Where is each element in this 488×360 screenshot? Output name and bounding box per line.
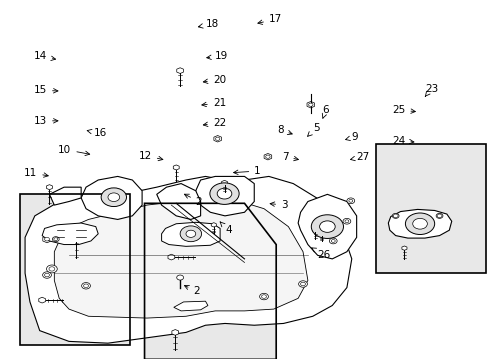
Circle shape <box>259 293 268 300</box>
Circle shape <box>185 230 195 237</box>
Text: 18: 18 <box>198 19 218 29</box>
Polygon shape <box>173 301 207 311</box>
Circle shape <box>329 238 336 244</box>
Bar <box>20 194 130 345</box>
Text: 27: 27 <box>350 152 369 162</box>
Circle shape <box>392 214 397 218</box>
Polygon shape <box>42 223 98 244</box>
Polygon shape <box>54 200 307 318</box>
Text: 3: 3 <box>269 200 287 210</box>
Circle shape <box>108 193 120 202</box>
Circle shape <box>44 237 49 241</box>
Circle shape <box>176 275 183 280</box>
Polygon shape <box>73 237 79 242</box>
Circle shape <box>180 226 201 242</box>
Circle shape <box>52 237 59 242</box>
Text: 11: 11 <box>24 168 48 178</box>
Circle shape <box>44 273 49 277</box>
Text: 15: 15 <box>34 85 58 95</box>
Text: 2: 2 <box>184 194 202 207</box>
Polygon shape <box>318 231 324 236</box>
Text: 25: 25 <box>391 105 414 115</box>
Circle shape <box>300 282 305 286</box>
Polygon shape <box>49 187 81 205</box>
Text: 22: 22 <box>203 118 225 128</box>
Text: 19: 19 <box>206 51 228 61</box>
Circle shape <box>405 213 434 234</box>
Text: 20: 20 <box>203 75 225 85</box>
Text: 6: 6 <box>322 105 328 118</box>
Circle shape <box>83 284 88 288</box>
Text: 13: 13 <box>34 116 58 126</box>
Circle shape <box>344 220 348 223</box>
Polygon shape <box>43 235 51 243</box>
Polygon shape <box>213 135 221 142</box>
Text: 5: 5 <box>307 123 319 136</box>
Text: 24: 24 <box>391 136 413 145</box>
Bar <box>375 144 485 273</box>
Polygon shape <box>306 102 314 108</box>
Circle shape <box>348 199 352 202</box>
Circle shape <box>412 219 427 229</box>
Circle shape <box>436 214 441 218</box>
Text: 1: 1 <box>233 166 260 176</box>
Text: 2: 2 <box>184 285 200 296</box>
Circle shape <box>346 198 354 204</box>
Polygon shape <box>161 222 220 246</box>
Text: 9: 9 <box>345 132 358 142</box>
Text: 16: 16 <box>87 129 106 138</box>
Polygon shape <box>171 329 178 335</box>
Polygon shape <box>387 210 451 238</box>
Circle shape <box>330 239 334 242</box>
Circle shape <box>49 267 55 271</box>
Polygon shape <box>168 254 174 260</box>
Circle shape <box>391 213 398 219</box>
Polygon shape <box>39 297 45 303</box>
Circle shape <box>435 213 442 219</box>
Polygon shape <box>46 185 52 190</box>
Polygon shape <box>298 194 356 259</box>
Circle shape <box>209 183 239 204</box>
Circle shape <box>54 238 58 240</box>
Text: 10: 10 <box>58 144 89 156</box>
Circle shape <box>342 219 350 224</box>
Circle shape <box>215 137 220 140</box>
Circle shape <box>101 188 126 207</box>
Text: 23: 23 <box>424 84 437 96</box>
Polygon shape <box>176 68 183 73</box>
Circle shape <box>298 281 307 287</box>
Polygon shape <box>144 203 276 359</box>
Circle shape <box>81 283 90 289</box>
Bar <box>375 144 485 273</box>
Circle shape <box>308 103 312 106</box>
Circle shape <box>311 215 343 238</box>
Polygon shape <box>211 223 216 227</box>
Circle shape <box>217 188 231 199</box>
Bar <box>20 194 130 345</box>
Circle shape <box>42 272 51 278</box>
Polygon shape <box>312 228 317 232</box>
Polygon shape <box>401 246 406 250</box>
Text: 8: 8 <box>276 125 292 135</box>
Circle shape <box>265 155 269 158</box>
Polygon shape <box>221 180 227 185</box>
Polygon shape <box>195 176 254 216</box>
Polygon shape <box>173 165 179 170</box>
Text: 4: 4 <box>220 222 231 235</box>
Circle shape <box>46 265 57 273</box>
Text: 7: 7 <box>281 152 298 162</box>
Polygon shape <box>264 153 271 160</box>
Polygon shape <box>157 184 200 220</box>
Text: 12: 12 <box>138 150 163 161</box>
Text: 21: 21 <box>202 98 225 108</box>
Circle shape <box>261 295 266 298</box>
Text: 14: 14 <box>34 51 56 61</box>
Polygon shape <box>25 176 351 343</box>
Circle shape <box>319 221 334 232</box>
Polygon shape <box>81 176 142 220</box>
Text: 26: 26 <box>311 248 330 260</box>
Text: 17: 17 <box>257 14 282 24</box>
